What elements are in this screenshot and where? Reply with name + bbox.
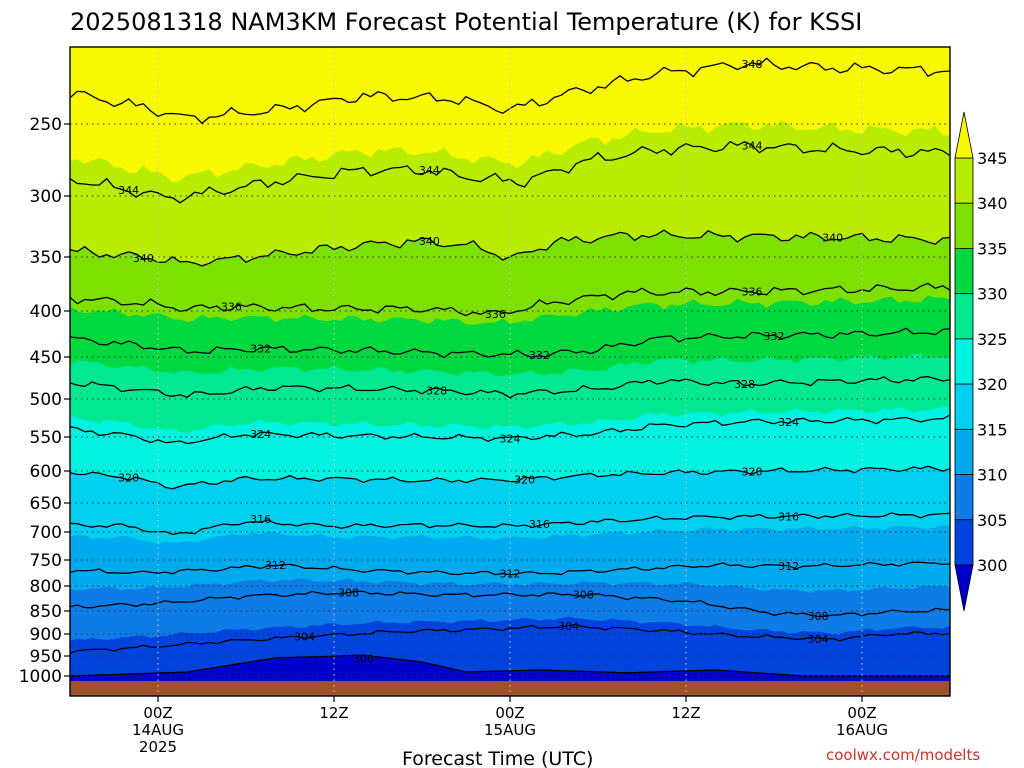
colorbar-top-arrow (954, 111, 974, 159)
y-axis: 250 300 350 400 450 500 550 600 650 700 750 800 850 9… (19, 115, 70, 687)
y-tick-label: 900 (30, 625, 62, 645)
colorbar-label: 325 (977, 330, 1008, 349)
colorbar-label: 330 (977, 285, 1008, 304)
contour-label: 336 (742, 286, 763, 299)
contour-label: 312 (778, 560, 799, 573)
contour-label: 336 (485, 308, 506, 321)
contour-label: 340 (419, 235, 440, 248)
isotherm-332 (70, 327, 950, 359)
contour-label: 320 (118, 471, 139, 484)
contour-label: 324 (778, 416, 799, 429)
colorbar-box (954, 202, 974, 249)
grid-lines (70, 47, 950, 696)
x-tick-label: 14AUG (132, 721, 184, 739)
colorbar-label: 340 (977, 194, 1008, 213)
y-tick-label: 500 (30, 390, 62, 410)
isotherm-300 (70, 654, 950, 677)
x-tick-label: 00Z (143, 704, 172, 722)
y-tick-label: 850 (30, 602, 62, 622)
contour-label: 316 (250, 513, 271, 526)
contour-label: 336 (221, 301, 242, 314)
contour-label: 308 (808, 610, 829, 623)
contour-label: 304 (558, 620, 579, 633)
y-tick-label: 450 (30, 348, 62, 368)
colorbar-label: 305 (977, 511, 1008, 530)
colorbar-label: 315 (977, 420, 1008, 439)
y-tick-label: 600 (30, 462, 62, 482)
y-tick-label: 800 (30, 577, 62, 597)
contour-label: 344 (742, 140, 763, 153)
isotherm-328 (70, 375, 950, 399)
contour-label: 344 (118, 184, 139, 197)
contour-label: 344 (419, 164, 440, 177)
contour-label: 300 (353, 652, 374, 665)
contour-label: 332 (529, 349, 550, 362)
contour-label: 340 (822, 231, 843, 244)
y-tick-label: 400 (30, 302, 62, 322)
colorbar-box (954, 383, 974, 430)
credit-link[interactable]: coolwx.com/modelts (826, 746, 980, 764)
colorbar-label: 310 (977, 466, 1008, 485)
contour-label: 316 (529, 518, 550, 531)
isotherm-308 (70, 590, 950, 618)
colorbar-label: 345 (977, 149, 1008, 168)
colorbar-box (954, 157, 974, 204)
x-tick-label: 00Z (847, 704, 876, 722)
colorbar-bottom-arrow (954, 564, 974, 612)
contour-label: 316 (778, 510, 799, 523)
x-tick-label: 12Z (671, 704, 700, 722)
isotherm-316 (70, 512, 950, 536)
contour-labels: 348 344 344 344 340 340 340 336 336 336 332 332 332 3… (118, 58, 843, 666)
isotherm-304 (70, 624, 950, 654)
contour-label: 332 (764, 330, 785, 343)
chart-title: 2025081318 NAM3KM Forecast Potential Tem… (70, 8, 862, 36)
x-tick-label: 12Z (319, 704, 348, 722)
isotherm-312 (70, 561, 950, 576)
y-tick-label: 700 (30, 523, 62, 543)
contour-label: 340 (133, 252, 154, 265)
colorbar: 345 340 335 330 325 320 315 310 305 300 (954, 111, 1008, 612)
colorbar-box (954, 428, 974, 475)
contour-label: 304 (294, 631, 315, 644)
x-axis-label: Forecast Time (UTC) (402, 748, 593, 768)
contour-label: 320 (514, 473, 535, 486)
y-tick-label: 550 (30, 428, 62, 448)
x-tick-label: 00Z (495, 704, 524, 722)
x-tick-label: 15AUG (484, 721, 536, 739)
colorbar-box (954, 293, 974, 340)
x-tick-label: 16AUG (836, 721, 888, 739)
contour-label: 308 (573, 589, 594, 602)
colorbar-box (954, 248, 974, 295)
contour-label: 308 (338, 587, 359, 600)
y-tick-label: 950 (30, 647, 62, 667)
ground-strip (70, 681, 950, 696)
colorbar-box (954, 338, 974, 385)
isotherm-336 (70, 282, 950, 317)
y-tick-label: 250 (30, 115, 62, 135)
y-tick-label: 650 (30, 494, 62, 514)
contour-label: 328 (734, 378, 755, 391)
contour-label: 324 (250, 428, 271, 441)
contour-label: 332 (250, 343, 271, 356)
contour-label: 312 (265, 559, 286, 572)
contour-label: 304 (808, 633, 829, 646)
x-tick-label: 2025 (139, 738, 177, 756)
contour-label: 324 (500, 432, 521, 445)
y-tick-label: 750 (30, 551, 62, 571)
colorbar-label: 320 (977, 375, 1008, 394)
colorbar-box (954, 474, 974, 521)
contour-label: 328 (426, 385, 447, 398)
colorbar-label: 300 (977, 556, 1008, 575)
contour-label: 320 (742, 466, 763, 479)
y-tick-label: 300 (30, 187, 62, 207)
y-tick-label: 350 (30, 248, 62, 268)
contour-label: 348 (742, 58, 763, 71)
y-tick-label: 1000 (19, 667, 62, 687)
colorbar-label: 335 (977, 239, 1008, 258)
colorbar-box (954, 519, 974, 566)
contour-label: 312 (500, 568, 521, 581)
